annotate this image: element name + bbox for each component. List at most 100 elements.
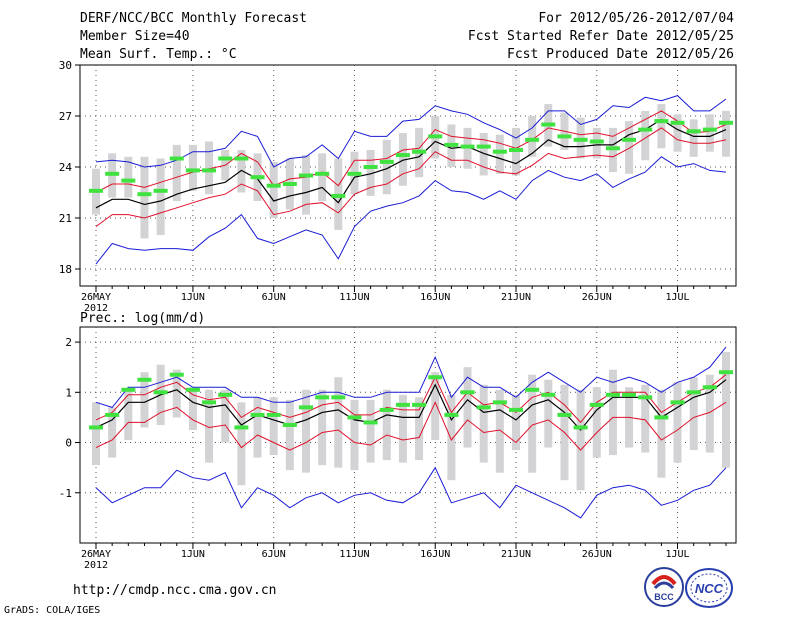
temp-median-marker [185, 168, 200, 173]
temp-median-marker [622, 137, 637, 142]
prec-x-tick-label: 1JUN [181, 549, 205, 560]
temp-median-marker [250, 175, 265, 180]
prec-median-marker [702, 385, 717, 390]
temp-y-tick-label: 18 [59, 263, 72, 276]
prec-x-tick-label: 26MAY [81, 549, 111, 560]
chart-title: DERF/NCC/BCC Monthly Forecast [80, 11, 307, 26]
prec-median-marker [509, 407, 523, 412]
prec-median-marker [202, 400, 217, 405]
precip-title: Prec.: log(mm/d) [80, 311, 206, 326]
prec-ensemble-bar [673, 382, 682, 463]
prec-median-marker [622, 392, 637, 397]
prec-median-marker [169, 372, 184, 377]
temp-y-tick-label: 21 [59, 212, 72, 225]
temp-ensemble-bar [705, 114, 714, 152]
temp-median-marker [589, 139, 604, 144]
prec-median-marker [299, 405, 313, 410]
temp-ensemble-bar [124, 156, 133, 198]
temp-median-marker [573, 137, 588, 142]
prec-median-marker [573, 425, 588, 430]
prec-median-marker [557, 412, 572, 417]
temp-x-tick-label: 16JUN [420, 292, 450, 303]
temp-median-marker [605, 146, 620, 151]
temp-median-marker [105, 171, 120, 176]
website-url[interactable]: http://cmdp.ncc.cma.gov.cn [73, 583, 277, 598]
prec-median-marker [331, 395, 346, 400]
prec-ensemble-bar [479, 384, 488, 463]
temp-median-marker [315, 171, 330, 176]
temp-ensemble-bar [495, 134, 504, 174]
temp-median-marker [202, 168, 217, 173]
prec-x-tick-label: 21JUN [501, 549, 531, 560]
prec-ensemble-bar [334, 377, 343, 468]
prec-median-marker [185, 387, 200, 392]
prec-ensemble-bar [528, 374, 537, 473]
temp-x-tick-label: 26MAY [81, 292, 111, 303]
temp-median-marker [169, 156, 184, 161]
bcc-logo-arc-blue [653, 581, 675, 590]
prec-y-tick-label: -1 [59, 487, 72, 500]
prec-ensemble-bar [689, 377, 698, 451]
temp-y-tick-label: 30 [59, 59, 72, 72]
prec-ensemble-bar [366, 399, 375, 463]
prec-ensemble-bar [431, 372, 440, 441]
temp-ensemble-bar [302, 155, 310, 215]
temp-median-marker [137, 192, 152, 197]
temp-median-marker [492, 149, 507, 154]
temp-plot-frame [79, 64, 737, 287]
prec-max-line [95, 346, 727, 408]
prec-x-tick-label: 26JUN [582, 549, 612, 560]
prec-mean-line [95, 379, 727, 431]
bcc-logo: BCC [644, 567, 684, 607]
temp-median-marker [525, 137, 540, 142]
prec-median-marker [525, 387, 540, 392]
temp-ensemble-bar [641, 110, 650, 161]
temp-median-marker [218, 156, 233, 161]
prec-y-tick-label: 0 [65, 437, 72, 450]
temp-median-marker [331, 193, 346, 198]
prec-mean-minus-std-line [95, 401, 727, 451]
temp-ensemble-bar [172, 144, 181, 201]
temp-ensemble-bar [689, 119, 698, 157]
prec-median-marker [105, 412, 120, 417]
temp-median-marker [509, 148, 523, 152]
bcc-logo-text: BCC [654, 592, 674, 602]
temp-ensemble-bar [673, 114, 682, 152]
prec-median-marker [492, 400, 507, 405]
prec-x-year-label: 2012 [84, 560, 108, 571]
produced-date: Fcst Produced Date 2012/05/26 [507, 47, 734, 62]
ncc-logo-ring [685, 568, 733, 608]
prec-median-marker [121, 387, 136, 392]
prec-median-marker [719, 370, 733, 375]
prec-ensemble-bar [140, 372, 149, 428]
prec-ensemble-bar [512, 394, 520, 451]
temp-x-tick-label: 21JUN [501, 292, 531, 303]
temp-ensemble-bar [237, 150, 246, 193]
temp-ensemble-bar [366, 150, 375, 196]
bcc-logo-ring [644, 567, 684, 607]
prec-ensemble-bar [657, 389, 666, 478]
temp-ensemble-bar [269, 161, 278, 218]
temp-median-marker [476, 144, 491, 149]
prec-x-tick-label: 11JUN [339, 549, 369, 560]
prec-ensemble-bar [705, 374, 714, 453]
temp-ensemble-bar [205, 141, 214, 195]
ncc-logo-text: NCC [695, 581, 724, 596]
temp-x-tick-label: 1JUL [665, 292, 689, 303]
prec-median-marker [589, 402, 604, 407]
temp-median-marker [654, 119, 669, 124]
temp-mean-plus-std-line [95, 110, 727, 193]
prec-y-tick-label: 1 [65, 386, 72, 399]
prec-ensemble-bar [237, 402, 246, 486]
prec-median-marker [266, 412, 281, 417]
prec-median-marker [395, 402, 410, 407]
forecast-period: For 2012/05/26-2012/07/04 [538, 11, 734, 26]
prec-median-marker [379, 407, 394, 412]
prec-median-marker [670, 400, 685, 405]
start-date: Fcst Started Refer Date 2012/05/25 [467, 29, 734, 44]
temp-median-marker [557, 134, 572, 139]
prec-ensemble-bar [382, 389, 391, 461]
prec-ensemble-bar [172, 369, 181, 418]
temp-x-tick-label: 6JUN [262, 292, 286, 303]
